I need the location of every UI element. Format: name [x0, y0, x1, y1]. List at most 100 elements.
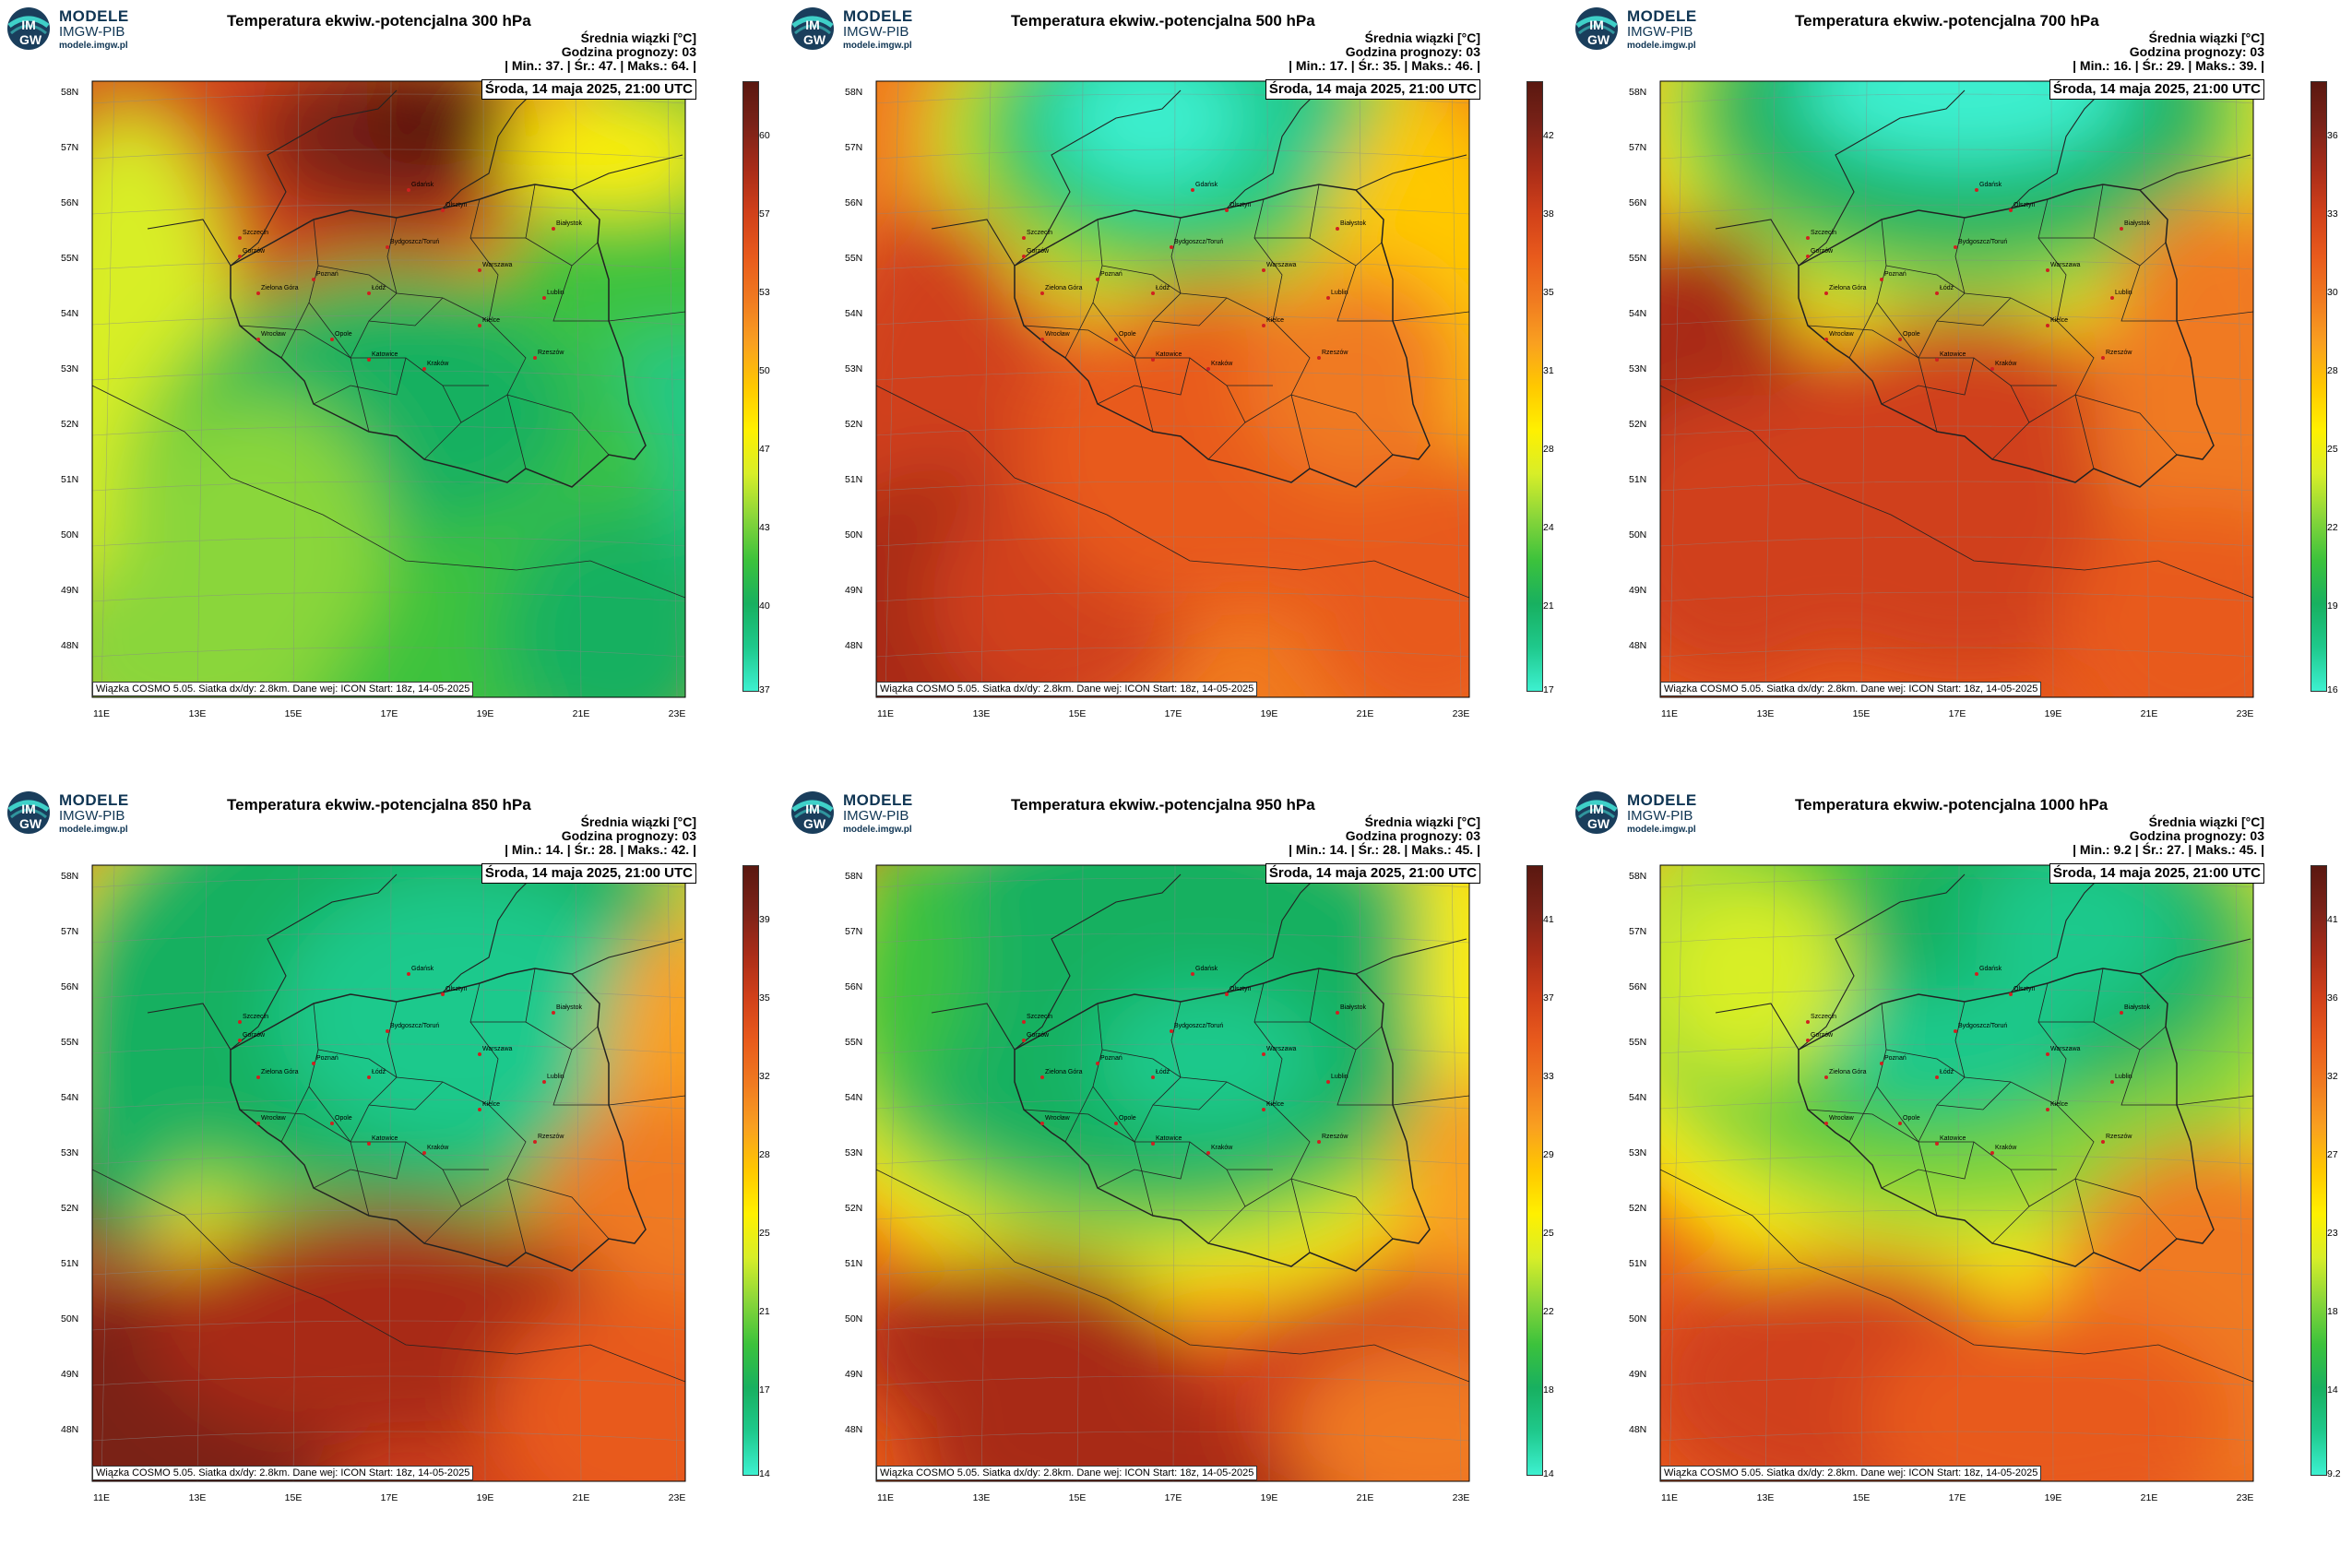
- city-dot[interactable]: [1954, 1029, 1957, 1033]
- city-dot[interactable]: [1206, 367, 1210, 371]
- city-dot[interactable]: [1170, 245, 1173, 249]
- city-dot[interactable]: [407, 972, 410, 976]
- city-dot[interactable]: [1935, 1075, 1939, 1079]
- city-dot[interactable]: [1806, 236, 1810, 240]
- city-dot[interactable]: [1206, 1151, 1210, 1155]
- city-dot[interactable]: [256, 1075, 260, 1079]
- city-dot[interactable]: [478, 1108, 481, 1111]
- city-dot[interactable]: [422, 1151, 426, 1155]
- city-dot[interactable]: [2120, 227, 2123, 231]
- city-dot[interactable]: [1022, 1039, 1026, 1042]
- city-dot[interactable]: [2009, 992, 2013, 996]
- city-dot[interactable]: [256, 1122, 260, 1125]
- city-dot[interactable]: [1040, 291, 1044, 295]
- city-dot[interactable]: [1806, 1020, 1810, 1024]
- city-dot[interactable]: [552, 1011, 555, 1015]
- city-dot[interactable]: [1954, 245, 1957, 249]
- city-dot[interactable]: [386, 245, 389, 249]
- city-dot[interactable]: [407, 188, 410, 192]
- city-dot[interactable]: [1317, 1140, 1321, 1144]
- city-dot[interactable]: [2046, 324, 2049, 327]
- city-dot[interactable]: [1151, 1075, 1155, 1079]
- imgw-logo[interactable]: IM GW MODELE IMGW-PIB modele.imgw.pl: [1574, 6, 1758, 52]
- city-dot[interactable]: [1824, 291, 1828, 295]
- city-dot[interactable]: [330, 1122, 334, 1125]
- imgw-logo[interactable]: IM GW MODELE IMGW-PIB modele.imgw.pl: [6, 6, 190, 52]
- city-dot[interactable]: [1040, 338, 1044, 341]
- city-dot[interactable]: [1040, 1122, 1044, 1125]
- city-dot[interactable]: [1898, 1122, 1902, 1125]
- forecast-map[interactable]: Gdańsk Olsztyn Szczecin Białystok Bydgoszcz/…: [1568, 784, 2352, 1568]
- city-dot[interactable]: [2046, 268, 2049, 272]
- city-dot[interactable]: [367, 1142, 371, 1146]
- city-dot[interactable]: [478, 1052, 481, 1056]
- brand-url[interactable]: modele.imgw.pl: [59, 41, 128, 51]
- city-dot[interactable]: [478, 324, 481, 327]
- city-dot[interactable]: [238, 255, 242, 258]
- city-dot[interactable]: [1262, 324, 1265, 327]
- city-dot[interactable]: [1880, 1062, 1883, 1065]
- city-dot[interactable]: [478, 268, 481, 272]
- city-dot[interactable]: [1191, 188, 1194, 192]
- city-dot[interactable]: [367, 291, 371, 295]
- city-dot[interactable]: [2110, 1080, 2114, 1084]
- city-dot[interactable]: [1336, 227, 1339, 231]
- city-dot[interactable]: [386, 1029, 389, 1033]
- city-dot[interactable]: [1022, 236, 1026, 240]
- forecast-map[interactable]: Gdańsk Olsztyn Szczecin Białystok Bydgoszcz/…: [1568, 0, 2352, 784]
- city-dot[interactable]: [533, 1140, 537, 1144]
- forecast-map[interactable]: Gdańsk Olsztyn Szczecin Białystok Bydgoszcz/…: [784, 784, 1568, 1568]
- city-dot[interactable]: [533, 356, 537, 360]
- city-dot[interactable]: [441, 992, 445, 996]
- city-dot[interactable]: [1114, 338, 1118, 341]
- city-dot[interactable]: [1225, 208, 1229, 212]
- city-dot[interactable]: [1824, 1075, 1828, 1079]
- city-dot[interactable]: [1191, 972, 1194, 976]
- city-dot[interactable]: [1114, 1122, 1118, 1125]
- city-dot[interactable]: [238, 1020, 242, 1024]
- city-dot[interactable]: [1935, 358, 1939, 362]
- city-dot[interactable]: [1151, 291, 1155, 295]
- city-dot[interactable]: [367, 1075, 371, 1079]
- forecast-map[interactable]: Gdańsk Olsztyn Szczecin Białystok Bydgoszcz/…: [784, 0, 1568, 784]
- city-dot[interactable]: [1326, 296, 1330, 300]
- city-dot[interactable]: [2046, 1052, 2049, 1056]
- city-dot[interactable]: [1170, 1029, 1173, 1033]
- imgw-logo[interactable]: IM GW MODELE IMGW-PIB modele.imgw.pl: [790, 6, 974, 52]
- city-dot[interactable]: [2120, 1011, 2123, 1015]
- city-dot[interactable]: [1096, 278, 1099, 281]
- city-dot[interactable]: [2046, 1108, 2049, 1111]
- city-dot[interactable]: [1262, 1052, 1265, 1056]
- city-dot[interactable]: [1022, 1020, 1026, 1024]
- forecast-map[interactable]: Gdańsk Olsztyn Szczecin Białystok Bydgoszcz/…: [0, 784, 784, 1568]
- city-dot[interactable]: [552, 227, 555, 231]
- city-dot[interactable]: [1975, 972, 1978, 976]
- city-dot[interactable]: [2009, 208, 2013, 212]
- city-dot[interactable]: [238, 236, 242, 240]
- brand-url[interactable]: modele.imgw.pl: [59, 825, 128, 835]
- city-dot[interactable]: [1317, 356, 1321, 360]
- city-dot[interactable]: [312, 278, 315, 281]
- brand-url[interactable]: modele.imgw.pl: [1627, 825, 1696, 835]
- city-dot[interactable]: [1040, 1075, 1044, 1079]
- city-dot[interactable]: [1898, 338, 1902, 341]
- forecast-map[interactable]: Gdańsk Olsztyn Szczecin Białystok Bydgoszcz/…: [0, 0, 784, 784]
- imgw-logo[interactable]: IM GW MODELE IMGW-PIB modele.imgw.pl: [1574, 790, 1758, 836]
- city-dot[interactable]: [330, 338, 334, 341]
- city-dot[interactable]: [1990, 1151, 1994, 1155]
- city-dot[interactable]: [2110, 296, 2114, 300]
- city-dot[interactable]: [1022, 255, 1026, 258]
- imgw-logo[interactable]: IM GW MODELE IMGW-PIB modele.imgw.pl: [790, 790, 974, 836]
- city-dot[interactable]: [1336, 1011, 1339, 1015]
- city-dot[interactable]: [542, 1080, 546, 1084]
- city-dot[interactable]: [1880, 278, 1883, 281]
- city-dot[interactable]: [1935, 291, 1939, 295]
- brand-url[interactable]: modele.imgw.pl: [1627, 41, 1696, 51]
- city-dot[interactable]: [1326, 1080, 1330, 1084]
- city-dot[interactable]: [256, 338, 260, 341]
- city-dot[interactable]: [2101, 356, 2105, 360]
- city-dot[interactable]: [1151, 358, 1155, 362]
- city-dot[interactable]: [1151, 1142, 1155, 1146]
- city-dot[interactable]: [1824, 1122, 1828, 1125]
- city-dot[interactable]: [1096, 1062, 1099, 1065]
